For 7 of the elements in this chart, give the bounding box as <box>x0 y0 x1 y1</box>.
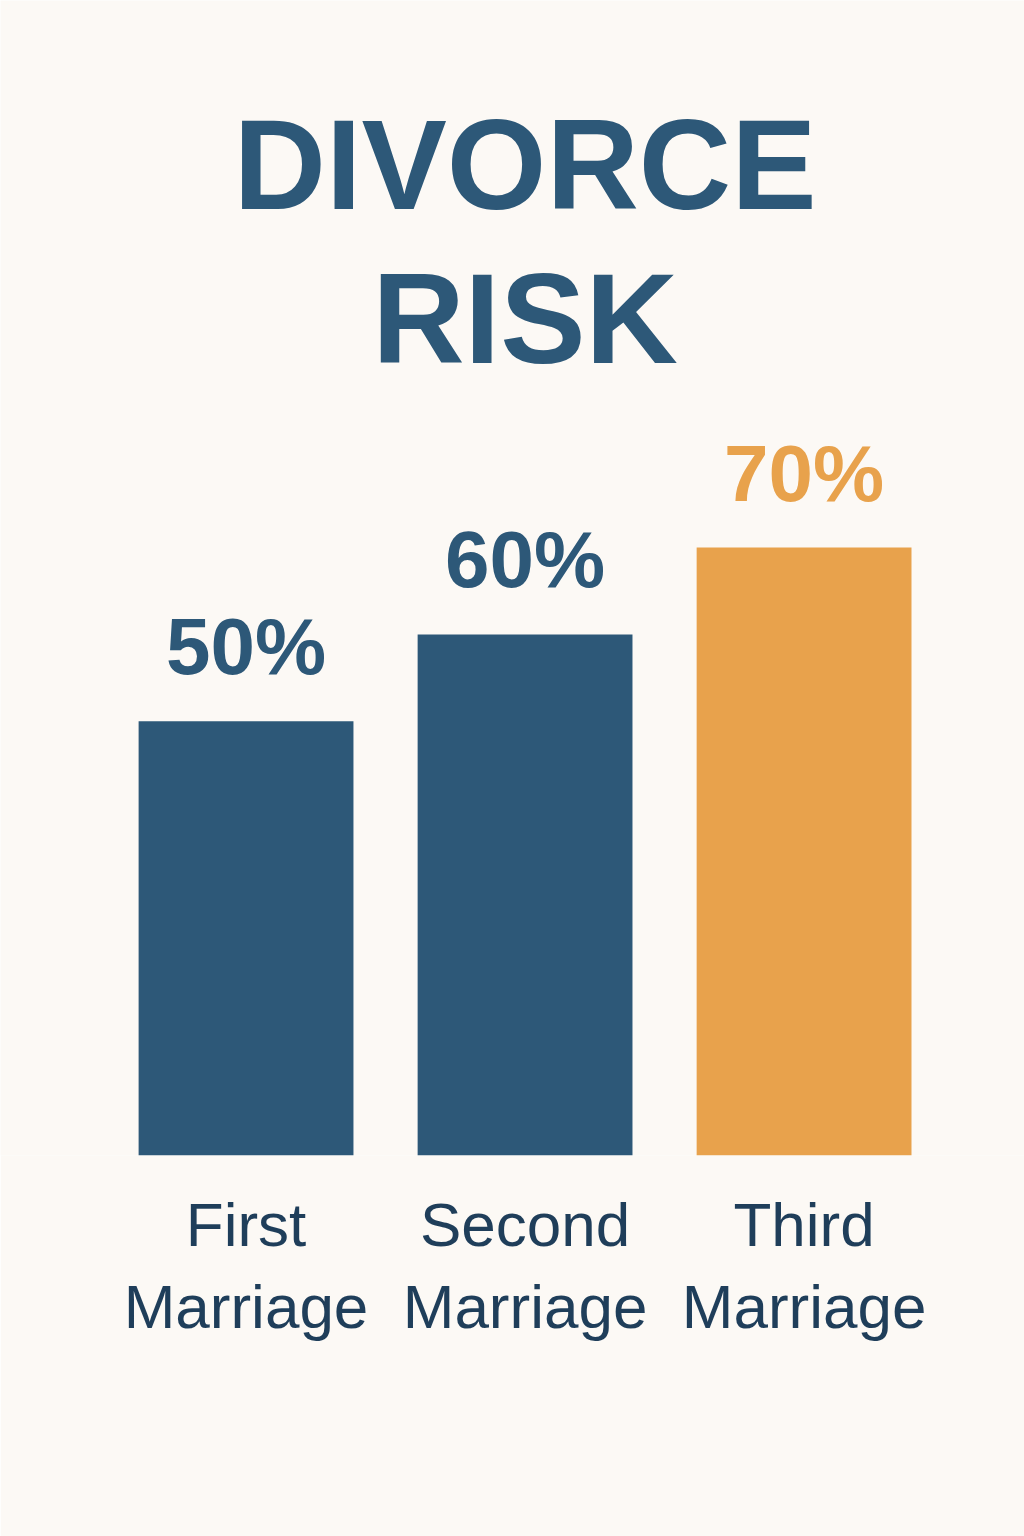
data-label: 60% <box>445 515 606 605</box>
data-label: 70% <box>724 428 885 518</box>
x-tick-label: First Marriage <box>123 1189 369 1342</box>
data-label: 50% <box>165 602 327 692</box>
chart-title: DIVORCE RISK <box>233 92 817 390</box>
x-tick-label: Second Marriage <box>402 1189 648 1342</box>
x-tick-label: Third Marriage <box>681 1189 927 1342</box>
